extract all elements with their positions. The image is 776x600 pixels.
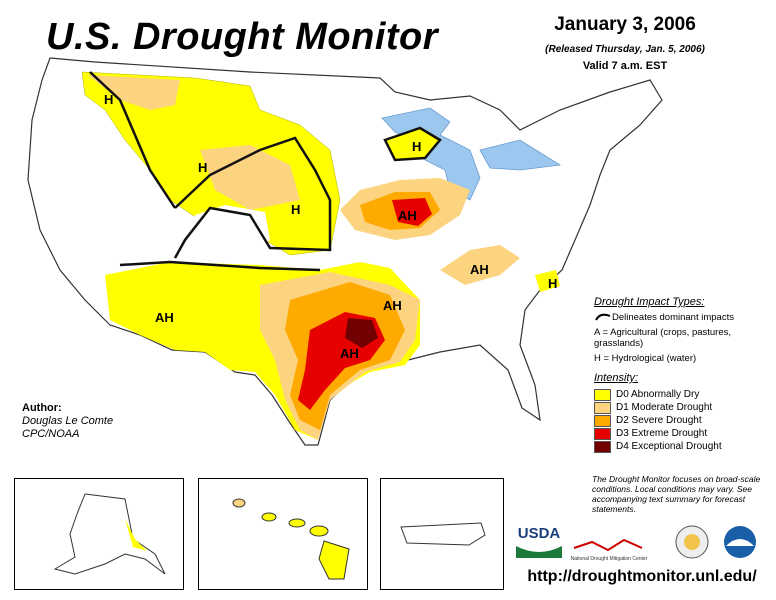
impact-label-h: H xyxy=(412,139,421,154)
intensity-header: Intensity: xyxy=(594,372,639,384)
ndmc-logo: National Drought Mitigation Center xyxy=(571,556,648,562)
puerto-rico-map xyxy=(400,522,486,546)
impact-label-ah: AH xyxy=(155,310,174,325)
impact-label-h: H xyxy=(291,202,300,217)
map-title: U.S. Drought Monitor xyxy=(46,16,439,58)
impact-label-h: H xyxy=(548,276,557,291)
impact-line-northwest xyxy=(89,71,177,209)
alaska-map xyxy=(53,493,166,575)
release-date: (Released Thursday, Jan. 5, 2006) xyxy=(545,44,705,55)
intensity-swatch xyxy=(594,427,611,440)
legend-delineates: Delineates dominant impacts xyxy=(594,312,774,323)
intensity-swatch xyxy=(594,401,611,414)
impact-line-north xyxy=(173,136,332,259)
d1-area-ohio-valley xyxy=(440,245,520,285)
legend-agricultural-text: A = Agricultural (crops, pastures, grass… xyxy=(594,327,732,349)
author-org: CPC/NOAA xyxy=(22,428,80,440)
impact-label-h: H xyxy=(198,160,207,175)
puerto-rico-inset xyxy=(380,478,504,590)
impact-label-h: H xyxy=(104,92,113,107)
intensity-row: D4 Exceptional Drought xyxy=(594,440,774,453)
author-name: Douglas Le Comte xyxy=(22,415,114,427)
intensity-row: D0 Abnormally Dry xyxy=(594,388,774,401)
legend-hydrological: H = Hydrological (water) xyxy=(594,353,774,364)
intensity-swatch xyxy=(594,388,611,401)
legend-agricultural: A = Agricultural (crops, pastures, grass… xyxy=(594,327,774,349)
disclaimer-note: The Drought Monitor focuses on broad-sca… xyxy=(592,474,761,514)
legend: Drought Impact Types: Delineates dominan… xyxy=(594,296,774,453)
intensity-swatch xyxy=(594,414,611,427)
wyoming-non-drought xyxy=(192,205,270,262)
map-date: January 3, 2006 xyxy=(554,14,696,35)
legend-delineates-text: Delineates dominant impacts xyxy=(612,312,734,323)
alaska-inset xyxy=(14,478,184,590)
intensity-row: D2 Severe Drought xyxy=(594,414,774,427)
impact-line-icon xyxy=(595,313,611,321)
hawaii-map xyxy=(232,498,350,580)
intensity-swatch xyxy=(594,440,611,453)
valid-time: Valid 7 a.m. EST xyxy=(582,60,668,72)
d4-area-south xyxy=(345,318,378,348)
impact-label-ah: AH xyxy=(340,346,359,361)
intensity-list: D0 Abnormally Dry D1 Moderate Drought D2… xyxy=(594,388,774,453)
agency-logos-graphic: USDA National Drought Mitigation Center xyxy=(514,522,756,562)
impact-types-header: Drought Impact Types: xyxy=(594,296,705,308)
d3-area-midwest xyxy=(392,198,432,226)
impact-line-south xyxy=(119,260,321,272)
legend-hydrological-text: H = Hydrological (water) xyxy=(594,353,697,364)
source-url[interactable]: http://droughtmonitor.unl.edu/ xyxy=(527,568,757,585)
impact-line-michigan xyxy=(383,126,442,162)
d1-area-north xyxy=(88,75,300,210)
agency-logos: USDA National Drought Mitigation Center xyxy=(512,520,772,564)
hawaii-inset xyxy=(198,478,368,590)
impact-label-ah: AH xyxy=(470,262,489,277)
intensity-row: D3 Extreme Drought xyxy=(594,427,774,440)
author-label: Author: xyxy=(22,402,62,414)
impact-label-ah: AH xyxy=(398,208,417,223)
usda-logo: USDA xyxy=(518,525,561,542)
author-block: Author: Douglas Le Comte CPC/NOAA xyxy=(22,402,113,441)
intensity-row: D1 Moderate Drought xyxy=(594,401,774,414)
impact-label-ah: AH xyxy=(383,298,402,313)
d0-area-virginia xyxy=(535,270,560,292)
